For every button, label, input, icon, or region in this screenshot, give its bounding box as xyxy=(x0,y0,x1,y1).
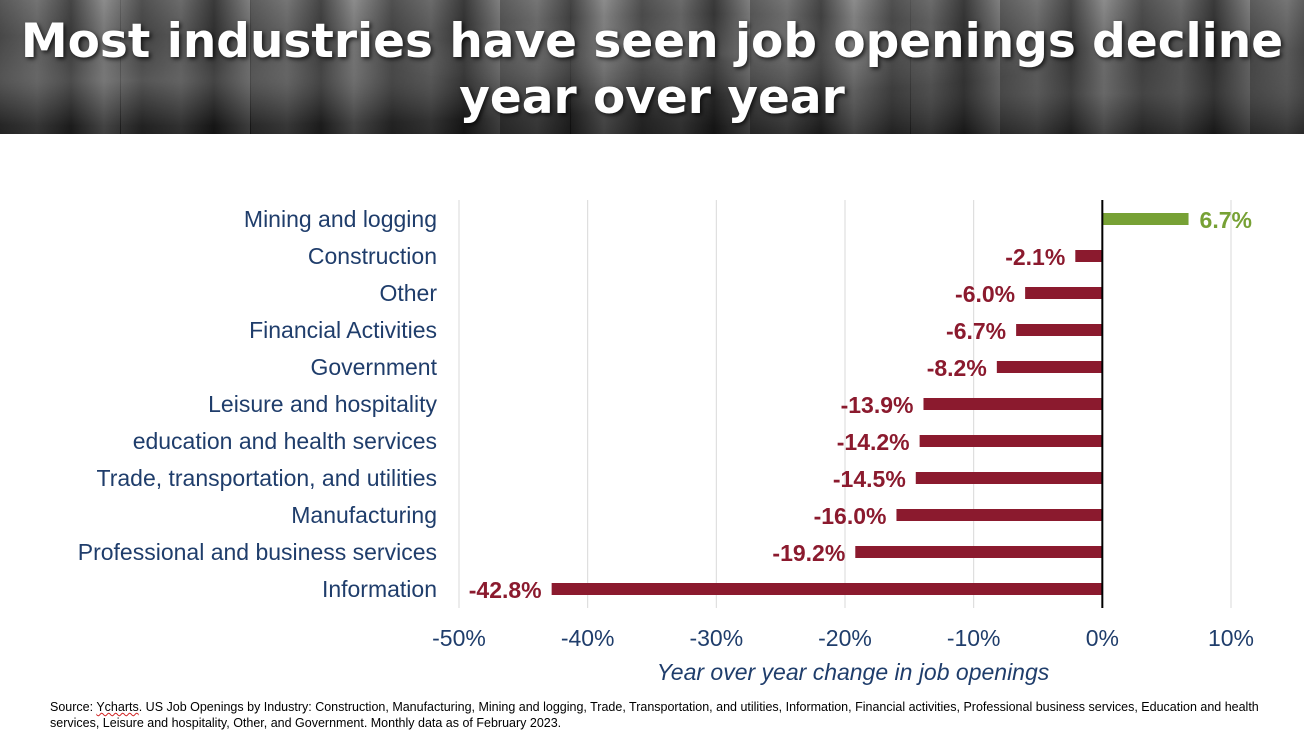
category-label: Information xyxy=(322,576,437,602)
category-label: Leisure and hospitality xyxy=(208,391,437,417)
value-label: -6.0% xyxy=(955,281,1015,307)
category-label: Other xyxy=(379,280,437,306)
x-tick-label: -40% xyxy=(561,625,615,651)
gridlines xyxy=(458,200,1232,608)
x-tick-label: 10% xyxy=(1208,625,1254,651)
value-label: -14.5% xyxy=(833,466,906,492)
bar xyxy=(1016,324,1103,336)
bar xyxy=(923,398,1103,410)
x-tick-label: -30% xyxy=(689,625,743,651)
source-name: Ycharts xyxy=(96,700,139,714)
banner-photo xyxy=(910,0,1304,134)
header-banner xyxy=(0,0,1304,134)
bars xyxy=(551,213,1189,595)
category-label: Professional and business services xyxy=(78,539,437,565)
x-axis-title: Year over year change in job openings xyxy=(657,659,1050,685)
banner-photo xyxy=(0,0,121,134)
bar xyxy=(915,472,1103,484)
value-label: -16.0% xyxy=(814,503,887,529)
bar xyxy=(1025,287,1103,299)
x-tick-labels: -50% -40% -30% -20% -10% 0% 10% xyxy=(432,625,1254,651)
banner-photo xyxy=(120,0,251,134)
category-label: Mining and logging xyxy=(244,206,437,232)
banner-overlay xyxy=(0,0,1304,134)
value-label: -6.7% xyxy=(946,318,1006,344)
x-tick-label: -50% xyxy=(432,625,486,651)
source-text: . US Job Openings by Industry: Construct… xyxy=(50,700,1259,730)
bar xyxy=(996,361,1103,373)
category-label: Financial Activities xyxy=(249,317,437,343)
bar xyxy=(551,583,1103,595)
banner-photo xyxy=(250,0,571,134)
source-note: Source: Ycharts. US Job Openings by Indu… xyxy=(50,699,1270,731)
value-label: -14.2% xyxy=(837,429,910,455)
category-label: Construction xyxy=(308,243,437,269)
value-label: -2.1% xyxy=(1005,244,1065,270)
value-label: -8.2% xyxy=(927,355,987,381)
value-label: -19.2% xyxy=(772,540,845,566)
bar xyxy=(896,509,1103,521)
bar xyxy=(1102,213,1189,225)
bar xyxy=(1075,250,1103,262)
source-prefix: Source: xyxy=(50,700,97,714)
bar xyxy=(919,435,1103,447)
category-label: education and health services xyxy=(133,428,437,454)
value-label: -42.8% xyxy=(469,577,542,603)
bar xyxy=(855,546,1103,558)
category-label: Manufacturing xyxy=(291,502,437,528)
category-label: Trade, transportation, and utilities xyxy=(97,465,438,491)
x-tick-label: 0% xyxy=(1086,625,1119,651)
x-tick-label: -10% xyxy=(947,625,1001,651)
value-label: -13.9% xyxy=(841,392,914,418)
category-labels: Mining and logging Construction Other Finan… xyxy=(78,206,438,602)
page-title: Most industries have seen job openings d… xyxy=(20,14,1284,125)
category-label: Government xyxy=(310,354,437,380)
banner-photo xyxy=(570,0,911,134)
x-tick-label: -20% xyxy=(818,625,872,651)
value-labels: 6.7% -2.1% -6.0% -6.7% -8.2% -13.9% -14.2% -14.… xyxy=(469,207,1252,603)
value-label: 6.7% xyxy=(1200,207,1252,233)
